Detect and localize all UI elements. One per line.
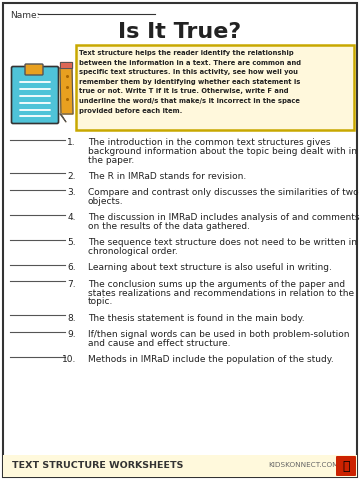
Text: 10.: 10. <box>62 355 76 364</box>
FancyBboxPatch shape <box>336 456 356 476</box>
FancyBboxPatch shape <box>12 67 58 123</box>
Text: Is It True?: Is It True? <box>118 22 242 42</box>
Text: provided before each item.: provided before each item. <box>79 108 182 114</box>
FancyBboxPatch shape <box>3 455 357 477</box>
Text: 5.: 5. <box>67 239 76 247</box>
Polygon shape <box>60 68 73 114</box>
Text: Name:: Name: <box>10 11 40 20</box>
Polygon shape <box>60 114 66 122</box>
Text: 7.: 7. <box>67 280 76 289</box>
Text: 9.: 9. <box>67 330 76 339</box>
Text: Methods in IMRaD include the population of the study.: Methods in IMRaD include the population … <box>88 355 334 364</box>
Text: underline the word/s that make/s it incorrect in the space: underline the word/s that make/s it inco… <box>79 98 300 104</box>
Text: 6.: 6. <box>67 264 76 273</box>
Text: 2.: 2. <box>68 172 76 181</box>
Text: Compare and contrast only discusses the similarities of two: Compare and contrast only discusses the … <box>88 188 359 197</box>
Text: objects.: objects. <box>88 197 123 206</box>
Text: topic.: topic. <box>88 298 113 306</box>
FancyBboxPatch shape <box>76 45 354 130</box>
Text: If/then signal words can be used in both problem-solution: If/then signal words can be used in both… <box>88 330 350 339</box>
Text: the paper.: the paper. <box>88 156 134 165</box>
Text: Text structure helps the reader identify the relationship: Text structure helps the reader identify… <box>79 50 294 56</box>
Text: chronological order.: chronological order. <box>88 247 178 256</box>
Text: 3.: 3. <box>67 188 76 197</box>
FancyBboxPatch shape <box>3 3 357 477</box>
Text: The discussion in IMRaD includes analysis of and comments: The discussion in IMRaD includes analysi… <box>88 213 360 222</box>
Text: 4.: 4. <box>68 213 76 222</box>
Text: 🍎: 🍎 <box>342 459 350 472</box>
Text: The thesis statement is found in the main body.: The thesis statement is found in the mai… <box>88 314 305 323</box>
FancyBboxPatch shape <box>25 64 43 75</box>
Text: 1.: 1. <box>67 138 76 147</box>
Text: The sequence text structure does not need to be written in: The sequence text structure does not nee… <box>88 239 357 247</box>
Text: remember them by identifying whether each statement is: remember them by identifying whether eac… <box>79 79 300 85</box>
Text: TEXT STRUCTURE WORKSHEETS: TEXT STRUCTURE WORKSHEETS <box>12 460 183 469</box>
Text: and cause and effect structure.: and cause and effect structure. <box>88 339 230 348</box>
Text: The R in IMRaD stands for revision.: The R in IMRaD stands for revision. <box>88 172 246 181</box>
Text: Learning about text structure is also useful in writing.: Learning about text structure is also us… <box>88 264 332 273</box>
Text: KIDSKONNECT.COM: KIDSKONNECT.COM <box>268 462 338 468</box>
Text: on the results of the data gathered.: on the results of the data gathered. <box>88 222 250 231</box>
Text: The conclusion sums up the arguments of the paper and: The conclusion sums up the arguments of … <box>88 280 345 289</box>
Text: true or not. Write T if it is true. Otherwise, write F and: true or not. Write T if it is true. Othe… <box>79 88 288 95</box>
Text: between the information in a text. There are common and: between the information in a text. There… <box>79 60 301 66</box>
Text: states realizations and recommendations in relation to the: states realizations and recommendations … <box>88 288 354 298</box>
Text: specific text structures. In this activity, see how well you: specific text structures. In this activi… <box>79 69 298 75</box>
Polygon shape <box>60 62 72 68</box>
Text: 8.: 8. <box>67 314 76 323</box>
Text: background information about the topic being dealt with in: background information about the topic b… <box>88 147 357 156</box>
Text: The introduction in the common text structures gives: The introduction in the common text stru… <box>88 138 330 147</box>
